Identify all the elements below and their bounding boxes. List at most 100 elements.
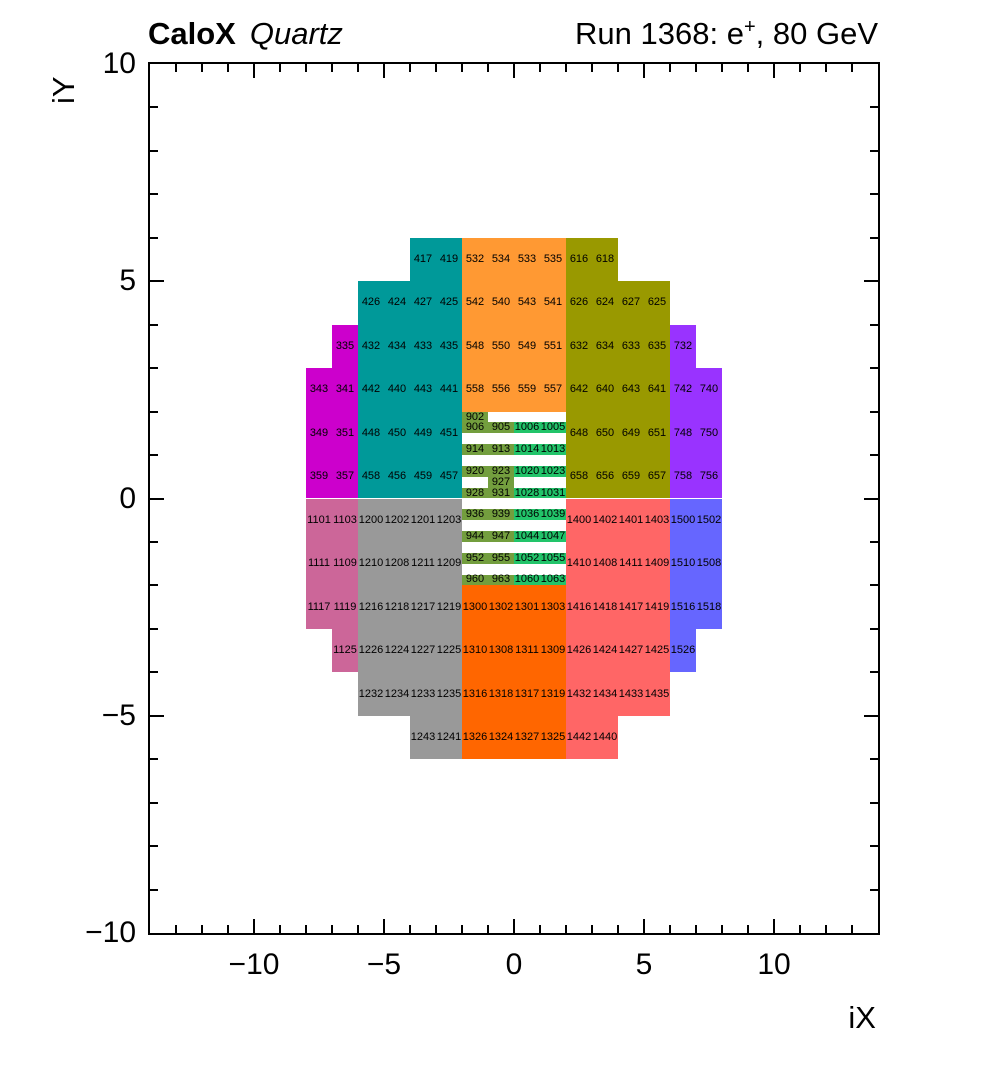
cell-625: 625: [644, 281, 670, 325]
x-minor-tick: [175, 64, 177, 72]
cell-1243: 1243: [410, 715, 436, 760]
y-minor-tick: [150, 801, 158, 804]
cell-458: 458: [358, 455, 384, 499]
x-major-tick: [643, 919, 645, 933]
run-info-text: Run 1368: e: [575, 16, 744, 51]
y-minor-tick: [870, 584, 878, 587]
cell-658: 658: [566, 455, 592, 499]
y-minor-tick: [150, 584, 158, 587]
y-minor-tick: [150, 758, 158, 761]
cell-1426: 1426: [566, 628, 592, 673]
x-minor-tick: [461, 64, 463, 72]
cell-1433: 1433: [618, 672, 644, 716]
cell-657: 657: [644, 455, 670, 499]
cell-549: 549: [514, 324, 540, 369]
cell-427: 427: [410, 281, 436, 325]
x-tick-label: 0: [505, 948, 523, 981]
cell-626: 626: [566, 281, 592, 325]
cell-548: 548: [462, 324, 488, 369]
x-tick-label: −10: [228, 948, 280, 981]
x-minor-tick: [591, 64, 593, 72]
cell-1219: 1219: [436, 585, 462, 629]
plot-frame: 417 419 426 424 427 425 432 434 433 435 442 440 443 4…: [148, 62, 880, 935]
cell-618: 618: [592, 237, 618, 282]
cell-1411: 1411: [618, 541, 644, 586]
x-minor-tick: [331, 925, 333, 933]
x-major-tick: [513, 64, 515, 78]
y-minor-tick: [150, 410, 158, 413]
cell-457: 457: [436, 455, 462, 499]
y-tick-label: 10: [102, 47, 136, 80]
x-tick-label: 10: [757, 948, 791, 981]
x-minor-tick: [357, 64, 359, 72]
cell-432: 432: [358, 324, 384, 369]
cell-450: 450: [384, 411, 410, 456]
cell-441: 441: [436, 368, 462, 412]
cell-435: 435: [436, 324, 462, 369]
y-minor-tick: [150, 367, 158, 370]
x-minor-tick: [617, 925, 619, 933]
x-major-tick: [253, 64, 255, 78]
cell-1203: 1203: [436, 498, 462, 542]
cell-1044: 1044: [514, 530, 540, 543]
y-minor-tick: [150, 193, 158, 196]
x-minor-tick: [201, 925, 203, 933]
cell-936: 936: [462, 509, 488, 521]
x-minor-tick: [175, 925, 177, 933]
y-minor-tick: [150, 845, 158, 848]
x-minor-tick: [227, 925, 229, 933]
cell-1232: 1232: [358, 672, 384, 716]
cell-1418: 1418: [592, 585, 618, 629]
cell-556: 556: [488, 368, 514, 412]
cell-913: 913: [488, 444, 514, 456]
y-major-tick: [864, 714, 878, 717]
cell-742: 742: [670, 368, 696, 412]
cell-1200: 1200: [358, 498, 384, 542]
cell-425: 425: [436, 281, 462, 325]
x-minor-tick: [747, 64, 749, 72]
cell-1425: 1425: [644, 628, 670, 673]
x-major-tick: [773, 919, 775, 933]
cell-1218: 1218: [384, 585, 410, 629]
x-minor-tick: [539, 925, 541, 933]
cell-643: 643: [618, 368, 644, 412]
cell-535: 535: [540, 237, 566, 282]
cell-1036: 1036: [514, 508, 540, 521]
cell-1023: 1023: [540, 464, 566, 477]
x-minor-tick: [279, 64, 281, 72]
cell-952: 952: [462, 552, 488, 564]
cell-656: 656: [592, 455, 618, 499]
cell-1403: 1403: [644, 498, 670, 542]
cell-1101: 1101: [306, 498, 332, 542]
cell-533: 533: [514, 237, 540, 282]
cell-1208: 1208: [384, 541, 410, 586]
cell-1440: 1440: [592, 715, 618, 760]
cell-624: 624: [592, 281, 618, 325]
plot-title-right: Run 1368: e+, 80 GeV: [575, 16, 878, 52]
cell-1227: 1227: [410, 628, 436, 673]
cell-1400: 1400: [566, 498, 592, 542]
cell-902: 902: [462, 411, 488, 423]
cell-1125: 1125: [332, 628, 358, 673]
cell-559: 559: [514, 368, 540, 412]
cell-1109: 1109: [332, 541, 358, 586]
cell-648: 648: [566, 411, 592, 456]
cell-944: 944: [462, 531, 488, 542]
cell-426: 426: [358, 281, 384, 325]
cell-1510: 1510: [670, 541, 696, 586]
x-minor-tick: [227, 64, 229, 72]
cell-343: 343: [306, 368, 332, 412]
cell-923: 923: [488, 465, 514, 477]
cell-551: 551: [540, 324, 566, 369]
y-tick-label: 5: [119, 264, 136, 298]
x-axis-title: iX: [848, 1000, 876, 1035]
cell-931: 931: [488, 487, 514, 499]
y-minor-tick: [870, 454, 878, 457]
x-minor-tick: [565, 64, 567, 72]
cell-351: 351: [332, 411, 358, 456]
y-tick-label: −10: [85, 916, 136, 949]
cell-1209: 1209: [436, 541, 462, 586]
cell-359: 359: [306, 455, 332, 499]
cell-1311: 1311: [514, 628, 540, 673]
